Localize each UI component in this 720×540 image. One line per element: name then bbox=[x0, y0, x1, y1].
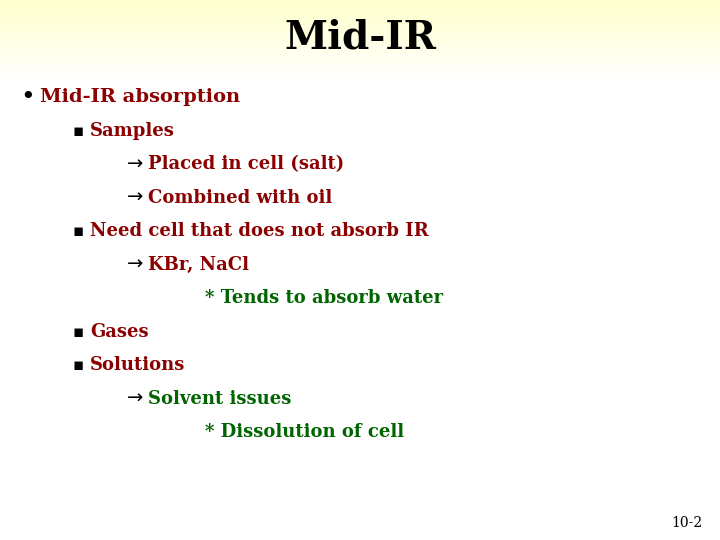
Bar bbox=[0, 66, 720, 68]
Bar bbox=[0, 77, 720, 78]
Bar bbox=[0, 54, 720, 56]
Bar bbox=[0, 42, 720, 43]
Bar bbox=[0, 51, 720, 53]
Text: Solvent issues: Solvent issues bbox=[148, 389, 291, 408]
Text: ▪: ▪ bbox=[72, 356, 84, 374]
Bar bbox=[0, 31, 720, 32]
Bar bbox=[0, 49, 720, 50]
Bar bbox=[0, 22, 720, 23]
Bar bbox=[0, 43, 720, 45]
Bar bbox=[0, 68, 720, 69]
Bar bbox=[0, 16, 720, 17]
Bar bbox=[0, 12, 720, 14]
Bar bbox=[0, 64, 720, 65]
Bar bbox=[0, 71, 720, 73]
Text: →: → bbox=[127, 255, 143, 274]
Text: 10-2: 10-2 bbox=[671, 516, 702, 530]
Bar bbox=[0, 33, 720, 35]
Text: →: → bbox=[127, 188, 143, 207]
Bar bbox=[0, 19, 720, 20]
Bar bbox=[0, 75, 720, 76]
Text: Mid-IR absorption: Mid-IR absorption bbox=[40, 88, 240, 106]
Bar bbox=[0, 37, 720, 38]
Bar bbox=[0, 70, 720, 71]
Bar bbox=[0, 80, 720, 81]
Bar bbox=[0, 14, 720, 15]
Bar bbox=[0, 20, 720, 22]
Bar bbox=[0, 0, 720, 2]
Bar bbox=[0, 24, 720, 25]
Text: Samples: Samples bbox=[90, 122, 175, 140]
Bar bbox=[0, 2, 720, 3]
Bar bbox=[0, 29, 720, 30]
Bar bbox=[0, 53, 720, 54]
Bar bbox=[0, 56, 720, 57]
Text: Mid-IR: Mid-IR bbox=[284, 19, 436, 57]
Text: Combined with oil: Combined with oil bbox=[148, 188, 332, 207]
Bar bbox=[0, 3, 720, 4]
Bar bbox=[0, 76, 720, 77]
Text: →: → bbox=[127, 389, 143, 408]
Text: * Tends to absorb water: * Tends to absorb water bbox=[205, 289, 444, 307]
Bar bbox=[0, 59, 720, 60]
Bar bbox=[0, 8, 720, 9]
Bar bbox=[0, 40, 720, 42]
Bar bbox=[0, 25, 720, 27]
Bar bbox=[0, 62, 720, 63]
Bar bbox=[0, 32, 720, 33]
Bar bbox=[0, 78, 720, 79]
Bar bbox=[0, 65, 720, 66]
Bar bbox=[0, 57, 720, 58]
Text: * Dissolution of cell: * Dissolution of cell bbox=[205, 423, 405, 441]
Text: ▪: ▪ bbox=[72, 322, 84, 341]
Text: Placed in cell (salt): Placed in cell (salt) bbox=[148, 155, 344, 173]
Text: •: • bbox=[20, 85, 35, 109]
Bar bbox=[0, 61, 720, 62]
Bar bbox=[0, 73, 720, 74]
Bar bbox=[0, 45, 720, 46]
Bar bbox=[0, 39, 720, 40]
Bar bbox=[0, 15, 720, 16]
Text: ▪: ▪ bbox=[72, 222, 84, 240]
Text: ▪: ▪ bbox=[72, 122, 84, 140]
Bar bbox=[0, 30, 720, 31]
Bar bbox=[0, 5, 720, 6]
Bar bbox=[0, 47, 720, 49]
Bar bbox=[0, 69, 720, 70]
Bar bbox=[0, 17, 720, 19]
Bar bbox=[0, 35, 720, 36]
Text: →: → bbox=[127, 154, 143, 174]
Text: Need cell that does not absorb IR: Need cell that does not absorb IR bbox=[90, 222, 428, 240]
Bar bbox=[0, 38, 720, 39]
Text: Gases: Gases bbox=[90, 322, 148, 341]
Bar bbox=[0, 4, 720, 5]
Bar bbox=[0, 23, 720, 24]
Text: KBr, NaCl: KBr, NaCl bbox=[148, 255, 248, 274]
Bar bbox=[0, 50, 720, 51]
Bar bbox=[0, 9, 720, 11]
Bar bbox=[0, 11, 720, 12]
Text: Solutions: Solutions bbox=[90, 356, 185, 374]
Bar bbox=[0, 27, 720, 28]
Bar bbox=[0, 6, 720, 8]
Bar bbox=[0, 46, 720, 47]
Bar bbox=[0, 58, 720, 59]
